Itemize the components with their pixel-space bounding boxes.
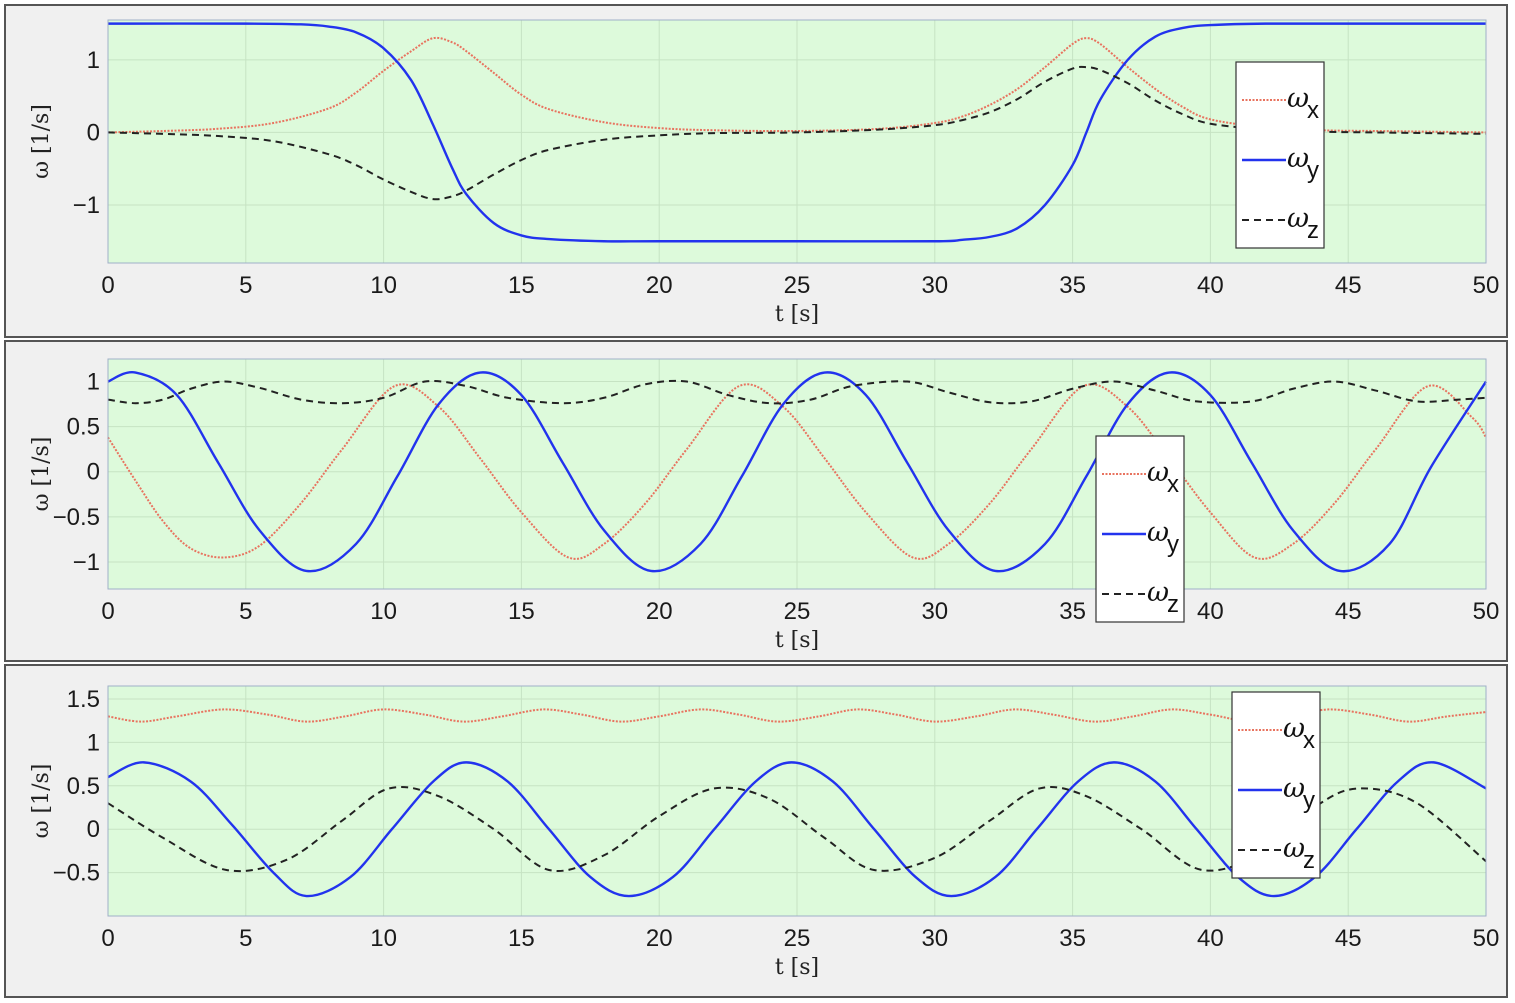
legend-subscript-z: z	[1307, 217, 1319, 244]
x-tick-label: 15	[508, 925, 535, 952]
x-tick-label: 10	[370, 598, 397, 625]
y-axis-label: ω [1/s]	[29, 437, 54, 512]
legend-label-x: ω	[1287, 83, 1309, 114]
axes-frame	[107, 19, 1487, 264]
x-tick-label: 25	[784, 272, 811, 299]
x-tick-label: 15	[508, 598, 535, 625]
y-tick-label: 0.5	[67, 773, 100, 800]
axes-frame	[107, 685, 1487, 917]
x-tick-label: 20	[646, 272, 673, 299]
x-tick-label: 25	[784, 598, 811, 625]
legend-box	[1235, 61, 1325, 249]
series-line-x	[107, 36, 1487, 134]
x-tick-label: 50	[1473, 272, 1500, 299]
series-line-y	[107, 761, 1487, 898]
y-tick-label: −1	[73, 192, 100, 219]
x-tick-label: 45	[1335, 925, 1362, 952]
legend-label-y: ω	[1287, 143, 1309, 174]
y-tick-label: −0.5	[53, 860, 100, 887]
chart-panel-2: 0 5 10 15 20 25 30 35 40 45 50 −1 −0.5 0 0.5 1 t [s] ω [1…	[4, 340, 1508, 662]
y-tick-label: 0	[87, 119, 100, 146]
series-line-z	[107, 65, 1487, 201]
x-tick-label: 0	[101, 272, 114, 299]
legend-label-y: ω	[1283, 773, 1305, 804]
x-tick-label: 5	[239, 598, 252, 625]
legend-subscript-y: y	[1303, 787, 1315, 814]
legend-subscript-y: y	[1307, 157, 1319, 184]
x-tick-label: 40	[1197, 925, 1224, 952]
legend-subscript-x: x	[1307, 97, 1319, 124]
x-tick-label: 40	[1197, 598, 1224, 625]
legend-label-y: ω	[1147, 517, 1169, 548]
series-line-y	[107, 22, 1486, 243]
x-tick-label: 35	[1059, 598, 1086, 625]
x-axis-label: t [s]	[775, 628, 819, 653]
x-tick-label: 0	[101, 598, 114, 625]
legend-label-z: ω	[1147, 577, 1169, 608]
legend-subscript-y: y	[1167, 531, 1179, 558]
legend-label-z: ω	[1287, 203, 1309, 234]
legend-box	[1095, 435, 1185, 623]
y-tick-label: 1.5	[67, 686, 100, 713]
legend-subscript-x: x	[1167, 471, 1179, 498]
x-tick-label: 30	[921, 925, 948, 952]
series-line-y	[107, 371, 1488, 573]
x-tick-label: 10	[370, 925, 397, 952]
x-tick-label: 45	[1335, 598, 1362, 625]
legend-subscript-x: x	[1303, 727, 1315, 754]
legend-box	[1231, 691, 1321, 879]
y-tick-label: 1	[87, 47, 100, 74]
y-tick-label: 0	[87, 459, 100, 486]
y-tick-label: 1	[87, 369, 100, 396]
x-axis-label: t [s]	[775, 955, 819, 980]
x-tick-label: 30	[921, 598, 948, 625]
chart-panel-1: 0 5 10 15 20 25 30 35 40 45 50 −1 0 1 t [s] ω [1/s] ω x ω y…	[4, 4, 1508, 338]
x-tick-label: 35	[1059, 925, 1086, 952]
x-tick-label: 40	[1197, 272, 1224, 299]
x-tick-label: 30	[921, 272, 948, 299]
x-tick-label: 15	[508, 272, 535, 299]
chart-3: 0 5 10 15 20 25 30 35 40 45 50 −0.5 0 0.5 1 1.5 t [s] ω […	[29, 685, 1500, 980]
x-axis-label: t [s]	[775, 302, 819, 327]
y-tick-label: 0.5	[67, 414, 100, 441]
x-tick-label: 45	[1335, 272, 1362, 299]
x-tick-label: 25	[784, 925, 811, 952]
chart-2: 0 5 10 15 20 25 30 35 40 45 50 −1 −0.5 0 0.5 1 t [s] ω [1…	[29, 358, 1500, 653]
x-tick-label: 0	[101, 925, 114, 952]
x-tick-label: 50	[1473, 925, 1500, 952]
y-tick-label: −0.5	[53, 504, 100, 531]
x-tick-label: 5	[239, 925, 252, 952]
x-tick-label: 5	[239, 272, 252, 299]
legend-label-x: ω	[1147, 457, 1169, 488]
y-tick-label: 1	[87, 729, 100, 756]
legend-subscript-z: z	[1167, 591, 1179, 618]
y-tick-label: −1	[73, 549, 100, 576]
x-tick-label: 10	[370, 272, 397, 299]
y-axis-label: ω [1/s]	[29, 104, 54, 179]
legend-label-z: ω	[1283, 833, 1305, 864]
axes-frame	[107, 358, 1487, 590]
x-tick-label: 20	[646, 598, 673, 625]
chart-panel-3: 0 5 10 15 20 25 30 35 40 45 50 −0.5 0 0.5 1 1.5 t [s] ω […	[4, 664, 1508, 998]
x-tick-label: 35	[1059, 272, 1086, 299]
legend-label-x: ω	[1283, 713, 1305, 744]
series-line-z	[107, 379, 1487, 405]
y-axis-label: ω [1/s]	[29, 764, 54, 839]
series-line-x	[107, 383, 1487, 560]
y-tick-label: 0	[87, 816, 100, 843]
x-tick-label: 20	[646, 925, 673, 952]
x-tick-label: 50	[1473, 598, 1500, 625]
legend-subscript-z: z	[1303, 847, 1315, 874]
